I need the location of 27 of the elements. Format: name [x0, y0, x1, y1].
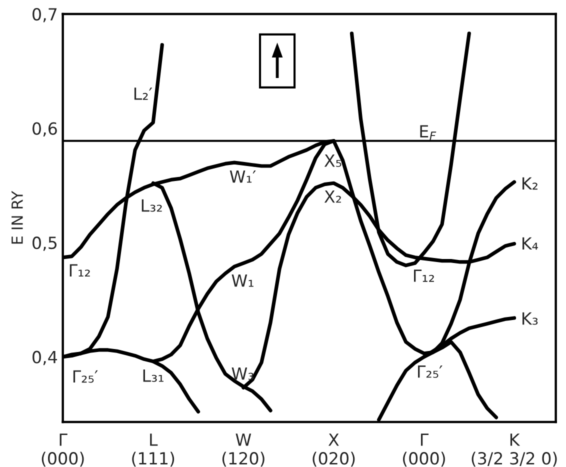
ref-line-label: E$_{F}$ — [420, 125, 436, 140]
y-tick-label: 0,5 — [32, 236, 57, 251]
x-tick-label: Γ (000) — [403, 434, 445, 467]
annotation: L₃₂ — [142, 199, 162, 212]
annotation: Γ₂₅′ — [73, 370, 98, 383]
annotation: L₂′ — [134, 88, 152, 100]
annotation: W₁′ — [230, 170, 256, 183]
annotation: X₅ — [324, 154, 342, 167]
annotation: W₁ — [232, 274, 254, 287]
y-axis-title: E IN RY — [12, 190, 23, 244]
x-tick-label: Γ (000) — [42, 434, 84, 467]
annotation: K₄ — [522, 237, 538, 250]
annotation: Γ₂₅′ — [418, 365, 442, 378]
y-tick-label: 0,7 — [32, 8, 57, 22]
annotation: Γ₁₂ — [414, 270, 434, 282]
annotation: Γ₁₂ — [70, 264, 90, 277]
x-tick-label: X (020) — [312, 434, 355, 467]
y-tick-label: 0,6 — [32, 122, 57, 137]
x-tick-label: L (111) — [132, 434, 174, 467]
x-tick-label: W (120) — [222, 434, 264, 467]
x-tick-label: K (3/2 3/2 0) — [472, 434, 557, 467]
annotation: X₂ — [324, 190, 341, 203]
annotation: K₃ — [522, 312, 538, 325]
y-tick-label: 0,4 — [32, 350, 58, 366]
annotation: L₃₁ — [143, 370, 164, 382]
annotation: K₂ — [522, 177, 538, 190]
annotation: W₃ — [232, 368, 254, 380]
